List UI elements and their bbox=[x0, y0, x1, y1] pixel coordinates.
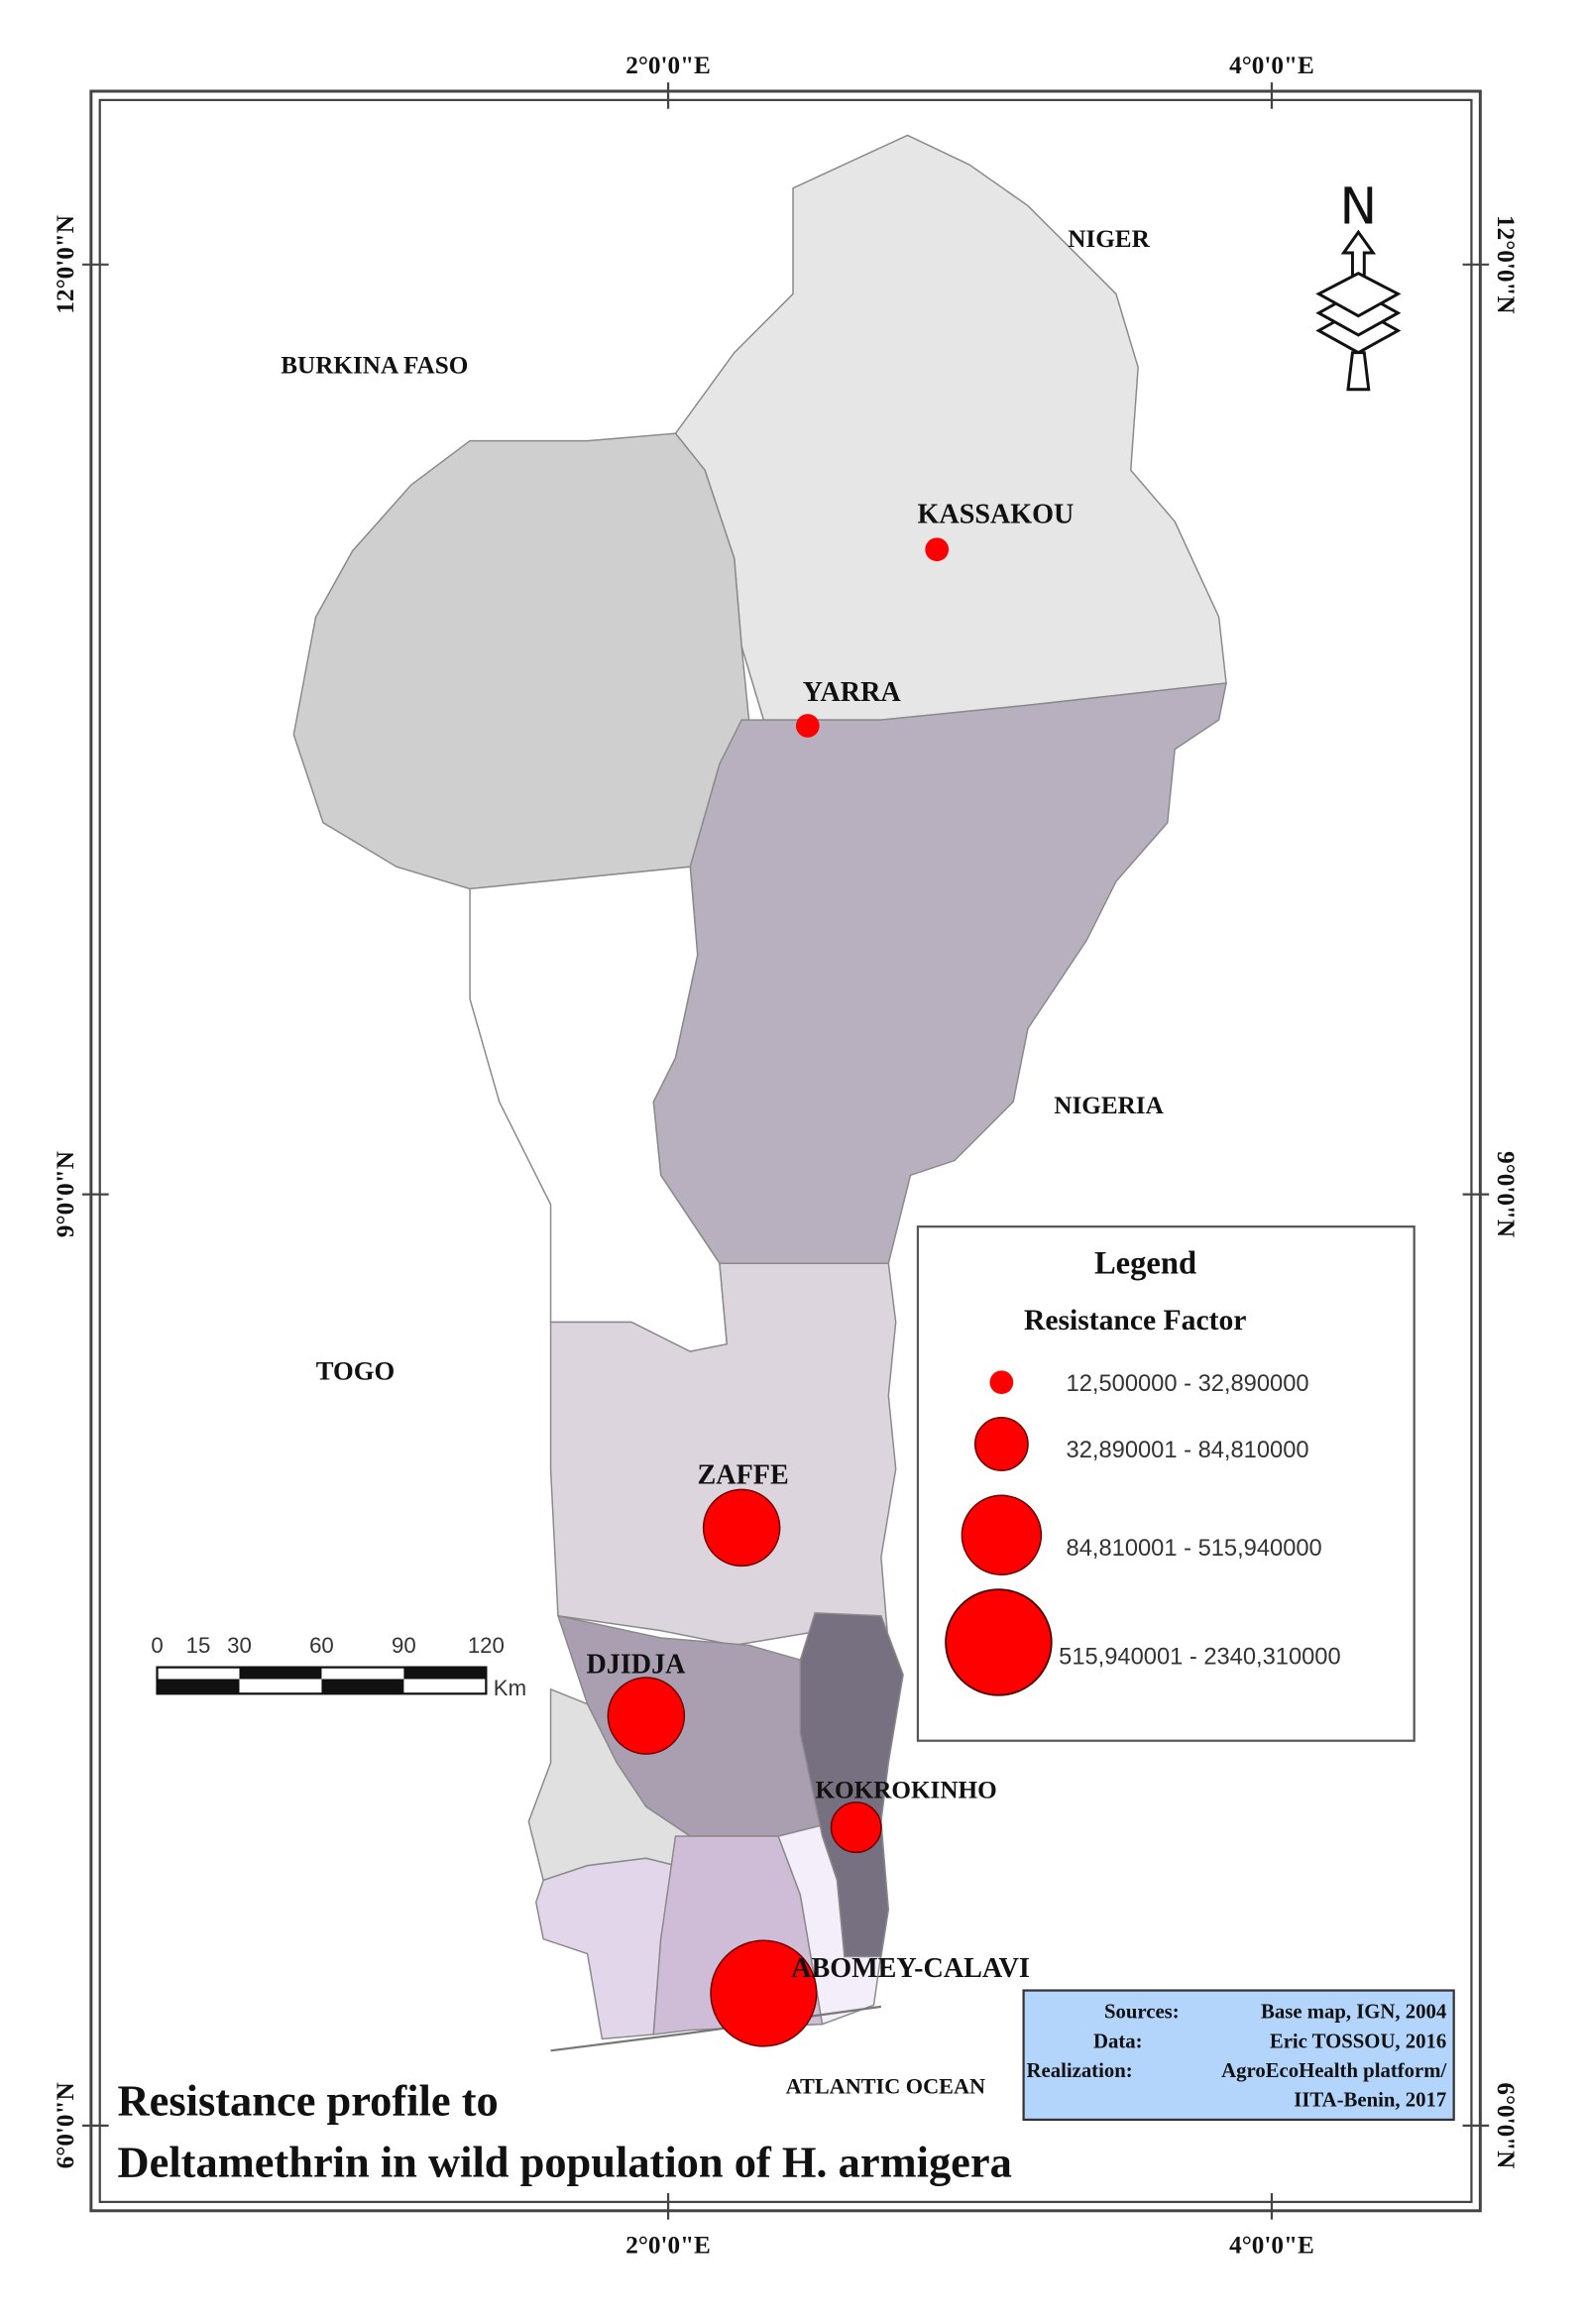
marker-kassakou bbox=[925, 537, 950, 562]
inner-frame bbox=[98, 98, 1473, 2203]
label-togo: TOGO bbox=[316, 1355, 396, 1385]
marker-zaffe bbox=[702, 1488, 781, 1568]
credits-realization-value-1: AgroEcoHealth platform/ bbox=[1221, 2060, 1446, 2082]
credits-box: Sources: Base map, IGN, 2004 Data: Eric … bbox=[1022, 1989, 1455, 2122]
legend: Legend Resistance Factor 12,500000 - 32,… bbox=[916, 1225, 1416, 1742]
credits-realization-label: Realization: bbox=[1027, 2060, 1133, 2082]
label-djidja: DJIDJA bbox=[586, 1650, 686, 1681]
lat-label-right-6n: 6°0'0"N bbox=[1492, 2082, 1519, 2168]
coastline bbox=[550, 2005, 882, 2052]
label-nigeria: NIGERIA bbox=[1054, 1093, 1164, 1119]
scale-tick-15: 15 bbox=[186, 1633, 211, 1658]
scale-tick-60: 60 bbox=[309, 1633, 334, 1658]
label-atlantic-ocean: ATLANTIC OCEAN bbox=[786, 2073, 985, 2098]
marker-kokrokinho bbox=[830, 1801, 882, 1854]
lat-label-right-9n: 9°0'0"N bbox=[1492, 1151, 1519, 1237]
map-title-line-2: Deltamethrin in wild population of H. ar… bbox=[118, 2138, 1012, 2187]
north-label: N bbox=[1340, 176, 1378, 235]
credits-data-label: Data: bbox=[1093, 2031, 1143, 2052]
scale-tick-0: 0 bbox=[151, 1633, 163, 1658]
legend-title: Legend bbox=[1094, 1246, 1196, 1282]
label-zaffe: ZAFFE bbox=[698, 1459, 789, 1490]
lat-label-left-12n: 12°0'0"N bbox=[53, 215, 79, 314]
legend-subtitle: Resistance Factor bbox=[1024, 1305, 1246, 1336]
site-markers bbox=[607, 537, 950, 2047]
map-title-line-1: Resistance profile to bbox=[118, 2075, 499, 2125]
label-kassakou: KASSAKOU bbox=[918, 500, 1075, 530]
marker-yarra bbox=[795, 714, 820, 738]
legend-label-class-2: 32,890001 - 84,810000 bbox=[1067, 1438, 1309, 1463]
legend-symbol-class-1 bbox=[989, 1370, 1014, 1395]
legend-symbol-class-3 bbox=[961, 1494, 1043, 1576]
lon-label-bottom-2e: 2°0'0"E bbox=[625, 2233, 711, 2260]
north-arrow-icon: N bbox=[1315, 176, 1402, 392]
marker-abomey-calavi bbox=[710, 1939, 818, 2047]
scale-tick-90: 90 bbox=[392, 1633, 416, 1658]
label-yarra: YARRA bbox=[803, 677, 902, 708]
legend-symbol-class-4 bbox=[945, 1588, 1053, 1696]
lat-label-left-9n: 9°0'0"N bbox=[53, 1151, 79, 1237]
legend-label-class-1: 12,500000 - 32,890000 bbox=[1067, 1371, 1309, 1397]
credits-data-value: Eric TOSSOU, 2016 bbox=[1270, 2031, 1446, 2052]
scale-unit: Km bbox=[494, 1676, 526, 1700]
lat-label-right-12n: 12°0'0"N bbox=[1492, 215, 1519, 314]
label-abomey-calavi: ABOMEY-CALAVI bbox=[791, 1953, 1030, 1984]
label-kokrokinho: KOKROKINHO bbox=[815, 1777, 996, 1803]
region-plateau bbox=[799, 1612, 904, 1958]
marker-djidja bbox=[607, 1677, 686, 1755]
lon-label-bottom-4e: 4°0'0"E bbox=[1229, 2233, 1314, 2260]
legend-label-class-3: 84,810001 - 515,940000 bbox=[1067, 1536, 1322, 1562]
scale-tick-120: 120 bbox=[468, 1633, 505, 1658]
legend-label-class-4: 515,940001 - 2340,310000 bbox=[1059, 1645, 1341, 1671]
credits-realization-value-2: IITA-Benin, 2017 bbox=[1294, 2090, 1446, 2112]
credits-sources-label: Sources: bbox=[1104, 2002, 1180, 2024]
departments bbox=[292, 134, 1227, 2052]
credits-sources-value: Base map, IGN, 2004 bbox=[1261, 2002, 1446, 2024]
label-burkina-faso: BURKINA FASO bbox=[281, 352, 468, 379]
region-atacora bbox=[292, 432, 750, 890]
region-collines bbox=[549, 1262, 897, 1647]
lat-label-left-6n: 6°0'0"N bbox=[53, 2082, 79, 2168]
scale-bar: 0 15 30 60 90 120 Km bbox=[151, 1633, 526, 1700]
lon-label-top-2e: 2°0'0"E bbox=[625, 53, 711, 79]
graticule-ticks bbox=[81, 82, 1490, 2220]
label-niger: NIGER bbox=[1068, 226, 1150, 253]
lon-label-top-4e: 4°0'0"E bbox=[1229, 53, 1314, 79]
legend-symbol-class-2 bbox=[973, 1417, 1029, 1471]
scale-tick-30: 30 bbox=[227, 1633, 252, 1658]
